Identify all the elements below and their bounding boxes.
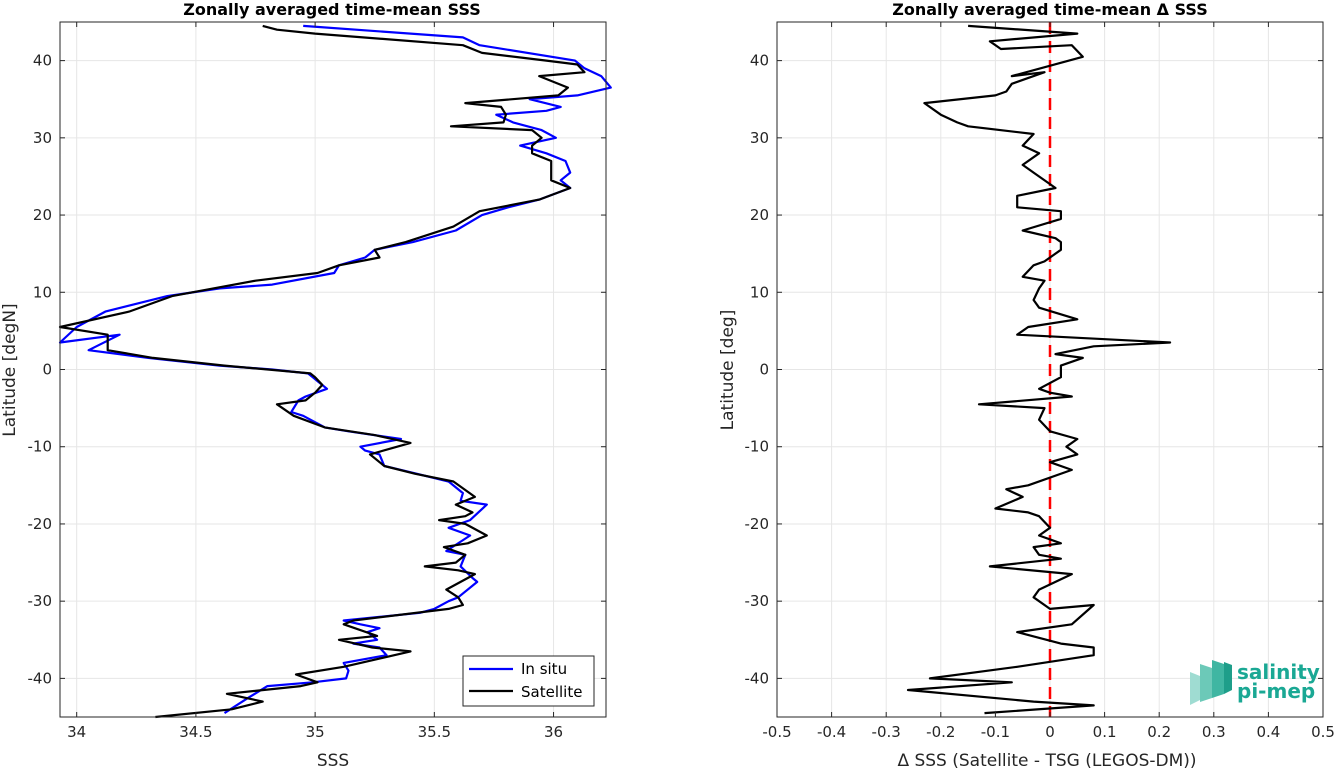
left-y-tick-label: 40 <box>33 52 52 70</box>
right-y-tick-label: -40 <box>745 669 770 687</box>
left-x-tick-label: 35 <box>306 723 325 741</box>
right-x-tick-label: 0.3 <box>1202 723 1226 741</box>
right-y-tick-label: 20 <box>750 206 769 224</box>
right-x-tick-label: -0.4 <box>817 723 846 741</box>
right-x-tick-label: -0.2 <box>926 723 955 741</box>
left-y-tick-label: 10 <box>33 283 52 301</box>
left-grid <box>60 22 606 717</box>
right-x-tick-label: 0.2 <box>1147 723 1171 741</box>
right-y-tick-label: -10 <box>745 438 770 456</box>
right-x-tick-label: -0.5 <box>762 723 791 741</box>
right-x-tick-label: 0.1 <box>1093 723 1117 741</box>
left-y-tick-label: 0 <box>42 361 52 379</box>
series-line-satellite <box>58 24 586 719</box>
series-line-delta-sss <box>906 24 1172 715</box>
left-x-tick-label: 34.5 <box>179 723 212 741</box>
left-y-tick-label: 30 <box>33 129 52 147</box>
left-y-tick-label: -10 <box>28 438 53 456</box>
left-y-tick-label: -20 <box>28 515 53 533</box>
right-y-tick-label: 10 <box>750 283 769 301</box>
right-y-tick-label: 0 <box>759 361 769 379</box>
left-x-tick-label: 34 <box>67 723 86 741</box>
left-chart-panel: Zonally averaged time-mean SSS 34 34.5 35 3… <box>0 0 612 769</box>
left-y-tick-label: -30 <box>28 592 53 610</box>
right-x-axis-label: Δ SSS (Satellite - TSG (LEGOS-DM)) <box>897 751 1196 769</box>
logo-wave-mark <box>1190 660 1232 705</box>
right-y-tick-label: -20 <box>745 515 770 533</box>
right-x-tick-label: 0.4 <box>1256 723 1280 741</box>
left-y-tick-label: 20 <box>33 206 52 224</box>
left-x-tick-label: 36 <box>544 723 563 741</box>
logo-line2: pi-mep <box>1237 679 1315 703</box>
left-x-tick-label: 35.5 <box>418 723 451 741</box>
legend-box <box>462 655 595 707</box>
right-y-tick-label: 30 <box>750 129 769 147</box>
right-y-axis-label: Latitude [deg] <box>718 310 738 431</box>
right-chart-title: Zonally averaged time-mean Δ SSS <box>892 0 1208 19</box>
salinity-pi-mep-logo: salinity pi-mep <box>1190 660 1320 705</box>
left-series-layer <box>58 24 612 719</box>
right-chart-panel: Zonally averaged time-mean Δ SSS -0.5 -0.… <box>718 0 1335 769</box>
legend-label-satellite: Satellite <box>521 683 582 701</box>
right-series-layer <box>906 24 1172 715</box>
right-x-tick-label: 0 <box>1045 723 1055 741</box>
left-y-axis-label: Latitude [degN] <box>0 303 20 436</box>
right-x-tick-label: -0.1 <box>981 723 1010 741</box>
right-y-tick-label: 40 <box>750 52 769 70</box>
logo-line1: salinity <box>1237 660 1320 684</box>
left-y-tick-label: -40 <box>28 669 53 687</box>
right-tick-labels: -0.5 -0.4 -0.3 -0.2 -0.1 0 0.1 0.2 0.3 0.4 0.5 -40 -… <box>745 22 1335 741</box>
right-x-tick-label: 0.5 <box>1311 723 1335 741</box>
left-tick-labels: 34 34.5 35 35.5 36 -40 -30 -20 -10 0 10 20 30 40 <box>28 22 606 741</box>
legend-label-in-situ: In situ <box>521 660 567 678</box>
left-x-axis-label: SSS <box>317 751 349 769</box>
right-x-tick-label: -0.3 <box>872 723 901 741</box>
right-y-tick-label: -30 <box>745 592 770 610</box>
legend: In situ Satellite <box>462 655 595 707</box>
left-chart-title: Zonally averaged time-mean SSS <box>183 0 481 19</box>
